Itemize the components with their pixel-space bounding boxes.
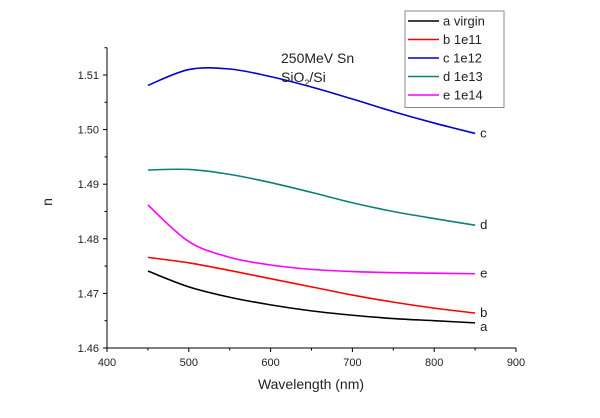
legend: a virgin b 1e11 c 1e12 d 1e13 e 1e14 bbox=[404, 10, 505, 108]
end-label-c: c bbox=[480, 125, 487, 140]
annotation: 250MeV Sn SiO2/Si bbox=[281, 50, 354, 88]
series-line-a bbox=[147, 270, 476, 324]
y-axis-label: n bbox=[39, 198, 55, 206]
annotation-si: /Si bbox=[309, 69, 325, 85]
y-tick-label: 1.48 bbox=[78, 234, 99, 246]
y-tick-label: 1.47 bbox=[78, 288, 99, 300]
y-tick-label: 1.51 bbox=[78, 70, 99, 82]
series-line-e bbox=[147, 204, 476, 275]
x-axis-label: Wavelength (nm) bbox=[258, 376, 364, 392]
legend-label-c: c 1e12 bbox=[443, 51, 482, 66]
series-line-d bbox=[147, 168, 476, 226]
series-group bbox=[147, 66, 476, 324]
x-tick-label: 400 bbox=[98, 357, 116, 369]
legend-box bbox=[404, 10, 505, 108]
legend-label-b: b 1e11 bbox=[443, 32, 482, 47]
annotation-line2: SiO2/Si bbox=[281, 69, 326, 88]
annotation-subscript: 2 bbox=[304, 78, 309, 88]
end-label-b: b bbox=[480, 305, 487, 320]
x-tick-label: 500 bbox=[180, 357, 198, 369]
x-tick-label: 800 bbox=[425, 357, 443, 369]
end-label-d: d bbox=[480, 217, 487, 232]
y-tick-label: 1.50 bbox=[78, 125, 99, 137]
series-line-b bbox=[147, 256, 476, 314]
legend-label-e: e 1e14 bbox=[443, 88, 483, 103]
axes: 400 500 600 700 800 900 1.46 1.47 1.48 1.49 1.50 1.… bbox=[78, 47, 525, 369]
end-label-e: e bbox=[480, 266, 487, 281]
y-tick-label: 1.46 bbox=[78, 343, 99, 355]
legend-label-a: a virgin bbox=[443, 14, 485, 29]
annotation-sio: SiO bbox=[281, 69, 304, 85]
x-tick-label: 900 bbox=[507, 357, 525, 369]
end-label-a: a bbox=[480, 319, 488, 334]
y-tick-label: 1.49 bbox=[78, 179, 99, 191]
series-line-c bbox=[147, 66, 476, 135]
x-tick-label: 600 bbox=[261, 357, 279, 369]
x-tick-label: 700 bbox=[343, 357, 361, 369]
legend-label-d: d 1e13 bbox=[443, 69, 483, 84]
end-labels: ab c d e bbox=[480, 125, 488, 333]
annotation-line1: 250MeV Sn bbox=[281, 50, 354, 66]
